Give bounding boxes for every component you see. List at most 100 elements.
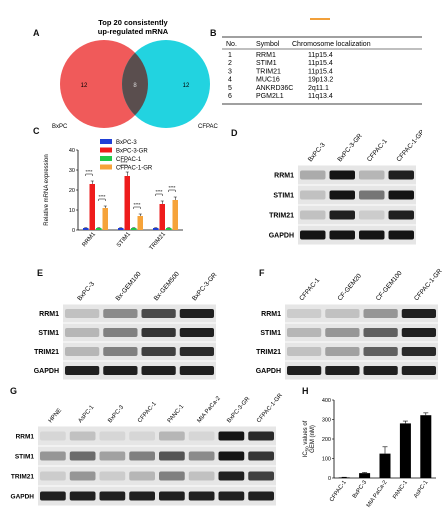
h-bar [359,473,371,478]
blot-band [401,366,436,375]
blot-band [329,190,355,200]
blot-band [248,491,274,501]
c-bar [89,184,95,230]
panel-letter-g: G [10,386,18,396]
c-legend-swatch [100,147,112,153]
blot-band [69,431,96,441]
blot-band [401,347,436,356]
c-sig-stars: **** [98,194,105,199]
blot-band [363,328,398,337]
blot-band [65,366,100,375]
blot-band [65,309,100,318]
h-y-axis-label: IC50 values of [303,420,310,457]
h-bar [420,415,432,478]
panel-letter-a: A [33,28,40,38]
table-cell-no: 3 [228,68,232,75]
c-legend-label: CFPAC-1 [116,157,142,163]
c-y-tick-label: 40 [69,148,75,154]
h-category-label: MIA PaCa-2 [366,480,389,509]
blot-band [179,309,214,318]
blot-row-bg [285,305,438,322]
table-cell-location: 11q13.4 [308,93,333,100]
blot-band [287,309,322,318]
mrna-bar-chart: 0 10 20 30 40 Relative mRNA expression **** ***… [44,139,183,251]
blot-band [218,431,245,441]
blot-band [401,309,436,318]
table-cell-no: 2 [228,60,232,67]
table-header: Chromosome localization [292,41,371,48]
table-cell-location: 19p13.2 [308,77,333,84]
orange-mark [310,18,330,20]
blot-row-label: TRIM21 [11,474,35,481]
c-bar [137,216,143,230]
blot-band [359,170,385,180]
western-blot-g: HPNE AsPC-1 BxPC-3 CFPAC-1 PANC-1 MIA PaCa-2 B… [11,392,284,506]
blot-row-bg [63,362,216,379]
ic50-bar-chart: 0 100 200 300 400 IC50 values of GEM (nM) CFPAC… [303,398,436,509]
blot-row-bg [285,324,438,341]
blot-lane-label: CFPAC-1 [137,401,158,425]
panel-letter-e: E [37,268,44,278]
blot-band [300,190,326,200]
blot-lane-label: MIA PaCa-2 [197,395,223,424]
blot-band [103,347,138,356]
h-bar [379,453,391,478]
blot-band [363,366,398,375]
blot-row-bg [38,467,276,485]
blot-row-bg [298,206,416,224]
blot-lane-label: BxPC-3 [307,141,327,163]
c-y-axis-label: Relative mRNA expression [44,154,50,225]
c-bar [153,228,159,230]
western-blot-e: BxPC-3 Bx-GEM100 Bx-GEM500 BxPC-3-GR RRM1 STI… [34,270,219,380]
blot-band [188,451,215,461]
blot-band [300,230,326,240]
blot-band [129,431,155,441]
h-y-tick-label: 300 [322,418,331,424]
blot-row-label: TRIM21 [34,349,59,356]
table-cell-no: 4 [228,77,232,84]
blot-band [218,491,245,501]
table-cell-no: 1 [228,52,232,59]
blot-row-label: RRM1 [261,311,281,318]
c-y-tick-label: 30 [69,168,75,174]
panel-letter-b: B [210,28,217,38]
blot-row-label: GAPDH [11,494,35,501]
c-sig-bracket [85,173,93,176]
blot-lane-label: CFPAC-1-GR [395,128,422,163]
blot-band [325,309,360,318]
blot-lane-label: CF-GEM20 [337,272,364,302]
blot-lane-label: CFPAC-1 [298,277,321,303]
venn-left-circle [60,40,148,128]
blot-lane-label: BxPC-3 [76,280,96,302]
venn-title-line1: Top 20 consistently [98,18,168,27]
blot-band [359,210,385,220]
blot-row-label: STIM1 [273,193,294,200]
blot-band [359,190,385,200]
blot-band [99,491,126,501]
blot-band [300,210,326,220]
blot-band [218,471,245,481]
blot-band [179,328,214,337]
venn-left-count: 12 [81,83,88,89]
blot-band [103,366,138,375]
table-cell-location: 11p15.4 [308,60,333,67]
blot-row-label: GAPDH [256,368,281,375]
blot-band [388,230,414,240]
blot-band [248,471,274,481]
blot-row-bg [38,427,276,445]
blot-band [287,366,322,375]
blot-band [159,471,185,481]
blot-band [218,451,245,461]
blot-row-bg [285,362,438,379]
blot-row-bg [63,305,216,322]
blot-band [99,471,126,481]
blot-band [388,190,414,200]
c-legend-label: BxPC-3-GR [116,149,148,155]
c-y-tick-label: 10 [69,208,75,214]
blot-lane-label: CF-GEM100 [375,270,404,303]
table-cell-no: 6 [228,93,232,100]
c-category-label: RRM1 [81,231,97,248]
blot-band [287,347,322,356]
c-sig-bracket [155,193,163,196]
blot-band [179,366,214,375]
